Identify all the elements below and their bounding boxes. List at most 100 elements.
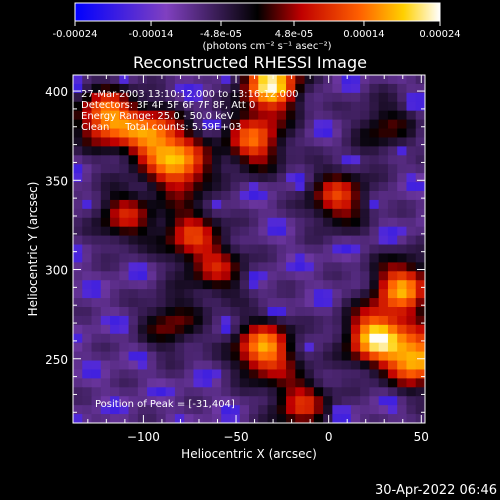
heatmap-cell bbox=[332, 351, 343, 362]
heatmap-cell bbox=[82, 307, 93, 317]
heatmap-cell bbox=[230, 182, 241, 192]
heatmap-cell bbox=[147, 396, 157, 406]
heatmap-cell bbox=[286, 360, 296, 371]
heatmap-cell bbox=[406, 244, 417, 255]
heatmap-cell bbox=[193, 262, 204, 272]
heatmap-cell bbox=[73, 342, 83, 353]
heatmap-cell bbox=[387, 387, 398, 397]
heatmap-cell bbox=[313, 137, 324, 147]
heatmap-cell bbox=[156, 155, 167, 165]
heatmap-cell bbox=[258, 315, 269, 326]
heatmap-cell bbox=[174, 155, 185, 165]
heatmap-cell bbox=[350, 137, 361, 147]
heatmap-cell bbox=[341, 244, 352, 255]
heatmap-cell bbox=[174, 226, 185, 237]
heatmap-cell bbox=[332, 119, 343, 130]
heatmap-cell bbox=[156, 75, 167, 85]
heatmap-cell bbox=[128, 360, 139, 371]
heatmap-cell bbox=[258, 414, 269, 423]
heatmap-cell bbox=[313, 83, 324, 94]
heatmap-cell bbox=[119, 289, 130, 299]
heatmap-cell bbox=[341, 289, 352, 299]
heatmap-cell bbox=[221, 128, 232, 139]
heatmap-cell bbox=[128, 164, 139, 174]
heatmap-cell bbox=[211, 378, 222, 388]
heatmap-cell bbox=[387, 92, 398, 103]
heatmap-cell bbox=[323, 199, 333, 210]
heatmap-cell bbox=[239, 182, 250, 192]
heatmap-cell bbox=[221, 280, 232, 290]
heatmap-cell bbox=[342, 423, 352, 433]
heatmap-cell bbox=[221, 137, 232, 147]
heatmap-cell bbox=[137, 271, 148, 281]
heatmap-cell bbox=[174, 378, 185, 388]
heatmap-cell bbox=[211, 155, 222, 165]
heatmap-cell bbox=[165, 262, 176, 272]
heatmap-cell bbox=[286, 191, 296, 201]
heatmap-cell bbox=[82, 271, 93, 281]
heatmap-cell bbox=[267, 235, 278, 246]
heatmap-cell bbox=[387, 378, 398, 388]
heatmap-cell bbox=[184, 164, 195, 174]
heatmap-cell bbox=[100, 289, 111, 299]
heatmap-cell bbox=[360, 396, 371, 406]
heatmap-cell bbox=[100, 307, 111, 317]
heatmap-cell bbox=[332, 298, 343, 308]
heatmap-cell bbox=[387, 324, 398, 335]
heatmap-cell bbox=[174, 342, 185, 353]
heatmap-cell bbox=[239, 92, 250, 103]
heatmap-cell bbox=[286, 110, 296, 121]
heatmap-cell bbox=[193, 92, 204, 103]
heatmap-cell bbox=[221, 289, 232, 299]
heatmap-cell bbox=[369, 182, 380, 192]
heatmap-cell bbox=[73, 253, 83, 263]
heatmap-cell bbox=[73, 208, 83, 219]
heatmap-cell bbox=[406, 155, 417, 165]
heatmap-cell bbox=[397, 128, 408, 139]
heatmap-cell bbox=[73, 83, 83, 94]
heatmap-cell bbox=[249, 208, 259, 219]
heatmap-cell bbox=[174, 396, 185, 406]
heatmap-cell bbox=[184, 289, 195, 299]
heatmap-cell bbox=[350, 164, 361, 174]
heatmap-cell bbox=[369, 128, 380, 139]
heatmap-cell bbox=[304, 342, 315, 353]
heatmap-cell bbox=[369, 137, 380, 147]
heatmap-cell bbox=[369, 164, 380, 174]
heatmap-cell bbox=[249, 244, 259, 255]
heatmap-cell bbox=[276, 119, 287, 130]
heatmap-cell bbox=[119, 226, 130, 237]
heatmap-cell bbox=[165, 405, 176, 415]
heatmap-cell bbox=[295, 119, 306, 130]
heatmap-cell bbox=[267, 396, 278, 406]
heatmap-cell bbox=[73, 101, 83, 112]
heatmap-cell bbox=[184, 405, 195, 415]
heatmap-cell bbox=[165, 378, 176, 388]
heatmap-cell bbox=[387, 199, 398, 210]
heatmap-cell bbox=[267, 387, 278, 397]
heatmap-cell bbox=[267, 280, 278, 290]
heatmap-cell bbox=[147, 101, 157, 112]
heatmap-cell bbox=[119, 92, 130, 103]
heatmap-cell bbox=[378, 119, 389, 130]
heatmap-cell bbox=[91, 191, 102, 201]
heatmap-cell bbox=[360, 199, 371, 210]
heatmap-cell bbox=[415, 271, 425, 281]
heatmap-cell bbox=[73, 182, 83, 192]
heatmap-cell bbox=[137, 146, 148, 156]
heatmap-cell bbox=[165, 164, 176, 174]
heatmap-cell bbox=[119, 405, 130, 415]
heatmap-cell bbox=[156, 369, 167, 379]
heatmap-cell bbox=[221, 226, 232, 237]
heatmap-cell bbox=[249, 423, 259, 433]
heatmap-cell bbox=[276, 110, 287, 121]
heatmap-cell bbox=[137, 351, 148, 362]
heatmap-cell bbox=[387, 298, 398, 308]
heatmap-cell bbox=[119, 110, 130, 121]
heatmap-cell bbox=[110, 280, 120, 290]
heatmap-cell bbox=[211, 351, 222, 362]
heatmap-cell bbox=[230, 262, 241, 272]
heatmap-cell bbox=[119, 333, 130, 344]
heatmap-cell bbox=[369, 101, 380, 112]
colorbar-ticks: -0.00024 -0.00014 -4.8e-05 4.8e-05 0.00014 0.… bbox=[53, 21, 461, 40]
